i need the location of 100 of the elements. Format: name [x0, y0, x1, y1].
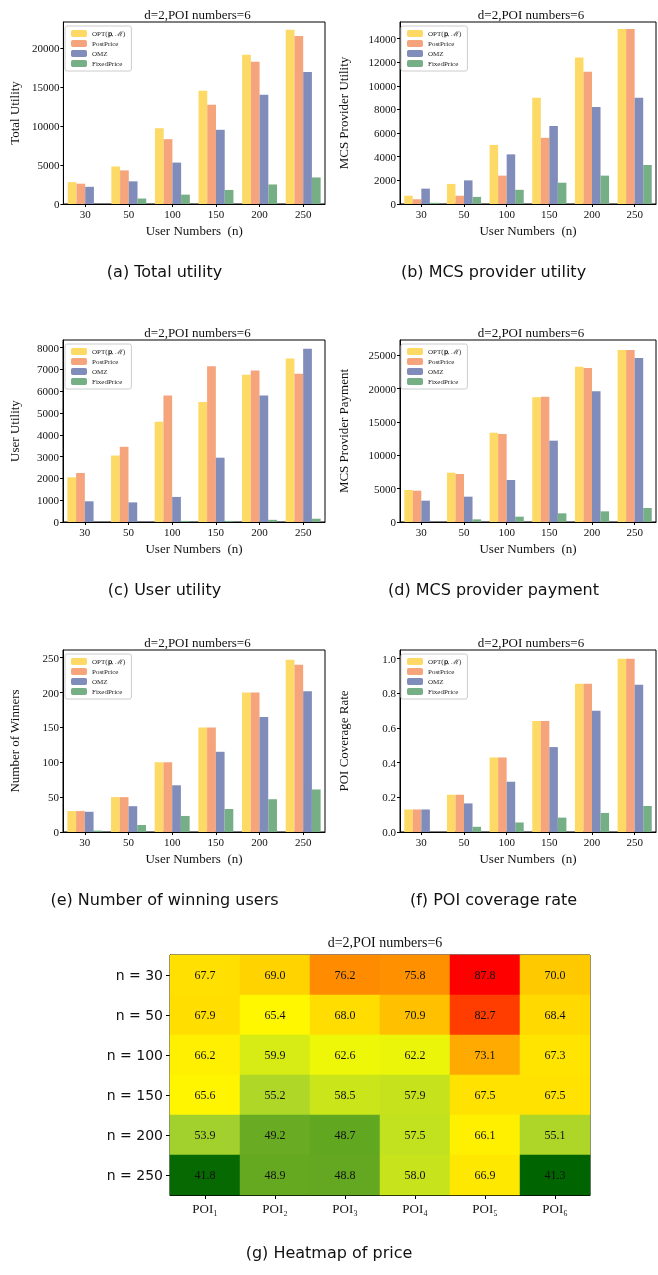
- y-tick-label: n = 150: [106, 1087, 163, 1103]
- x-tick-label: 100: [498, 525, 516, 538]
- bar: [412, 199, 422, 204]
- bar: [506, 480, 516, 522]
- bar: [412, 809, 422, 832]
- bar: [617, 29, 627, 204]
- y-tick-label: 8000: [374, 103, 397, 116]
- x-tick-label: 250: [294, 835, 312, 848]
- y-tick-label: 2000: [37, 472, 60, 485]
- data-label: 87.8: [474, 968, 496, 982]
- bar: [268, 184, 278, 204]
- bar: [532, 97, 541, 204]
- x-tick-label: 200: [251, 835, 269, 848]
- bar: [464, 496, 473, 522]
- data-label: 66.2: [194, 1048, 216, 1062]
- bar: [498, 434, 507, 522]
- bar: [574, 683, 584, 832]
- y-axis-title: MCS Provider Payment: [336, 368, 351, 494]
- y-tick-label: 10000: [31, 119, 60, 132]
- bar: [532, 721, 541, 832]
- data-label: 69.0: [264, 968, 286, 982]
- x-tick-label: POI₄: [402, 1201, 429, 1216]
- text: (g) Heatmap of price: [244, 1243, 414, 1262]
- bar: [634, 97, 644, 204]
- text: (a) Total utility: [105, 262, 224, 281]
- bar: [489, 757, 499, 832]
- bar: [181, 194, 190, 204]
- y-tick-label: 0.0: [382, 826, 397, 838]
- bar: [67, 182, 77, 204]
- y-tick-label: 14000: [368, 32, 397, 45]
- bar: [549, 126, 558, 204]
- x-tick-label: 100: [163, 835, 181, 848]
- y-tick-label: 0: [53, 198, 60, 210]
- x-tick-label: 30: [415, 835, 428, 848]
- bar: [472, 519, 482, 522]
- x-tick-label: 150: [541, 835, 559, 848]
- y-tick-label: 12000: [368, 56, 397, 69]
- bar: [583, 368, 592, 522]
- data-label: 70.0: [544, 968, 566, 982]
- bar: [464, 803, 473, 832]
- bar: [617, 658, 627, 832]
- bar: [120, 170, 129, 204]
- bar: [198, 90, 208, 204]
- bar: [207, 104, 216, 204]
- bar: [489, 144, 499, 204]
- y-tick-label: 1000: [37, 494, 60, 507]
- bar: [557, 817, 567, 832]
- bar: [540, 137, 550, 204]
- bar: [583, 683, 592, 832]
- bar: [412, 490, 422, 522]
- x-axis-title: User Numbers (n): [145, 850, 243, 866]
- bar: [154, 762, 164, 832]
- y-tick-label: 3000: [37, 450, 60, 463]
- bar: [224, 189, 234, 204]
- data-label: 67.5: [544, 1088, 566, 1102]
- chart-title: d=2,POI numbers=6: [144, 7, 252, 22]
- bar: [242, 374, 251, 522]
- bar: [592, 391, 601, 522]
- bar: [268, 799, 277, 832]
- y-axis-title: MCS Provider Utility: [336, 56, 351, 170]
- x-tick-label: 200: [583, 835, 601, 848]
- bar: [404, 490, 413, 522]
- bar: [506, 154, 516, 204]
- x-tick-label: 30: [415, 525, 428, 538]
- bar: [592, 107, 601, 204]
- y-tick-label: 200: [42, 686, 60, 699]
- y-tick-label: 4000: [374, 150, 397, 163]
- data-label: 67.3: [544, 1048, 566, 1062]
- x-tick-label: 50: [458, 835, 470, 848]
- y-tick-label: 1.0: [382, 652, 397, 665]
- data-label: 59.9: [264, 1048, 286, 1062]
- data-label: 75.8: [404, 968, 426, 982]
- bar: [76, 472, 85, 522]
- y-tick-label: 10000: [368, 449, 397, 462]
- bar: [303, 348, 312, 522]
- bar: [111, 166, 121, 204]
- bar: [215, 751, 225, 832]
- bar: [84, 811, 94, 832]
- bar: [180, 815, 190, 832]
- y-tick-label: n = 100: [106, 1047, 163, 1063]
- bar: [446, 472, 456, 522]
- bar: [404, 195, 413, 204]
- text: (f) POI coverage rate: [408, 890, 579, 909]
- bar: [294, 36, 304, 204]
- bar: [472, 196, 482, 204]
- data-label: 49.2: [264, 1128, 286, 1142]
- bar: [250, 692, 260, 832]
- y-tick-label: 100: [42, 756, 60, 769]
- data-label: 41.3: [544, 1168, 566, 1182]
- data-label: 67.9: [194, 1008, 216, 1022]
- y-tick-label: 2000: [374, 174, 397, 187]
- bar: [303, 691, 312, 832]
- data-label: 48.9: [264, 1168, 286, 1182]
- data-label: 62.6: [334, 1048, 356, 1062]
- chart-title: d=2,POI numbers=6: [477, 635, 585, 650]
- bar: [215, 457, 225, 522]
- x-axis-title: User Numbers (n): [479, 222, 577, 238]
- bar: [128, 181, 138, 204]
- bar: [404, 809, 413, 832]
- x-tick-label: POI₃: [332, 1201, 358, 1216]
